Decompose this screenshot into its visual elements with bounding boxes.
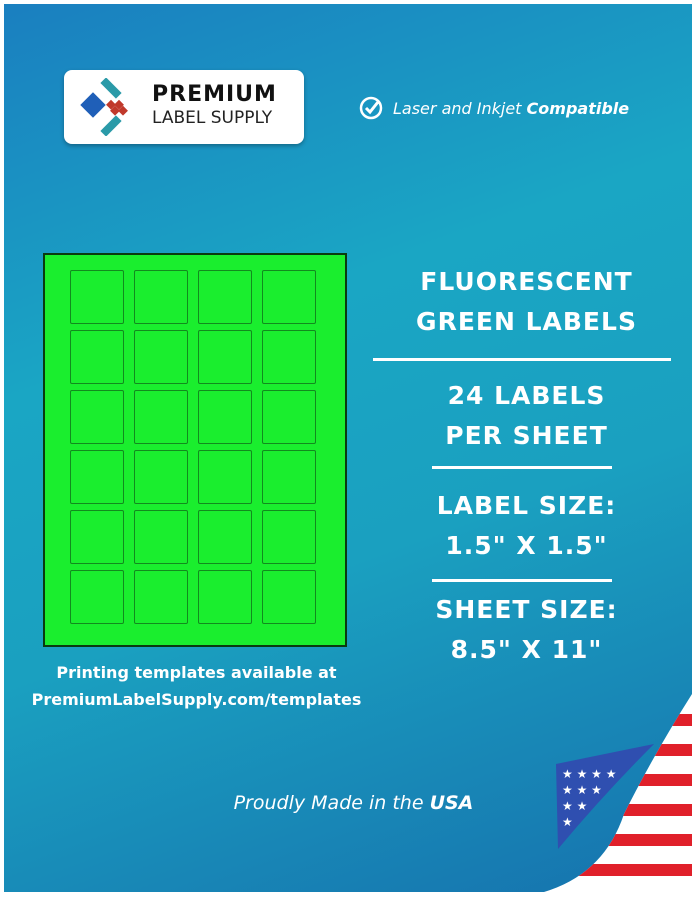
brand-name: PREMIUM <box>152 82 277 107</box>
usa-text: Proudly Made in the <box>233 792 430 814</box>
label-square <box>134 450 188 504</box>
label-square <box>198 570 252 624</box>
label-square <box>198 390 252 444</box>
label-square <box>198 270 252 324</box>
count-line1: 24 LABELS <box>447 381 606 410</box>
svg-text:★ ★: ★ ★ <box>562 799 587 813</box>
product-banner: PREMIUM LABEL SUPPLY Laser and Inkjet Co… <box>4 4 692 892</box>
label-square <box>134 270 188 324</box>
sheet-size-label: SHEET SIZE: <box>435 595 618 624</box>
logo-mark-icon <box>80 78 128 136</box>
label-square <box>262 270 316 324</box>
labels-per-sheet: 24 LABELS PER SHEET <box>374 376 679 456</box>
usa-bold: USA <box>429 792 474 814</box>
label-square <box>262 450 316 504</box>
label-size: LABEL SIZE: 1.5" X 1.5" <box>374 486 679 566</box>
label-square <box>70 570 124 624</box>
product-title: FLUORESCENT GREEN LABELS <box>374 262 679 342</box>
compat-bold: Compatible <box>526 98 630 118</box>
sheet-size-value: 8.5" X 11" <box>450 635 603 664</box>
divider <box>432 466 612 469</box>
label-size-label: LABEL SIZE: <box>436 491 617 520</box>
label-square <box>70 450 124 504</box>
label-square <box>262 570 316 624</box>
made-in-usa: Proudly Made in the USA <box>4 792 692 814</box>
sheet-size: SHEET SIZE: 8.5" X 11" <box>374 590 679 670</box>
label-square <box>134 330 188 384</box>
label-square <box>262 510 316 564</box>
brand-logo: PREMIUM LABEL SUPPLY <box>64 70 304 144</box>
templates-line1: Printing templates available at <box>56 663 337 682</box>
label-square <box>198 450 252 504</box>
label-square <box>198 510 252 564</box>
label-square <box>134 510 188 564</box>
label-square <box>70 330 124 384</box>
divider <box>432 579 612 582</box>
divider <box>373 358 671 361</box>
svg-text:★: ★ <box>562 815 573 829</box>
us-flag-icon: ★ ★ ★ ★ ★ ★ ★ ★ ★ ★ <box>544 694 692 892</box>
compatibility-note: Laser and Inkjet Compatible <box>359 96 629 120</box>
templates-link[interactable]: PremiumLabelSupply.com/templates <box>31 690 362 709</box>
label-size-value: 1.5" X 1.5" <box>445 531 608 560</box>
templates-note: Printing templates available at PremiumL… <box>4 659 389 713</box>
svg-text:★ ★ ★: ★ ★ ★ <box>562 783 602 797</box>
label-square <box>70 510 124 564</box>
check-circle-icon <box>359 96 383 120</box>
svg-text:★ ★ ★ ★: ★ ★ ★ ★ <box>562 767 616 781</box>
brand-subname: LABEL SUPPLY <box>152 108 273 128</box>
label-square <box>198 330 252 384</box>
compat-text: Laser and Inkjet <box>393 98 527 118</box>
label-square <box>134 390 188 444</box>
count-line2: PER SHEET <box>445 421 608 450</box>
label-square <box>70 270 124 324</box>
label-square <box>262 330 316 384</box>
title-line1: FLUORESCENT <box>420 267 633 296</box>
label-sheet <box>43 253 347 647</box>
label-square <box>134 570 188 624</box>
label-square <box>70 390 124 444</box>
title-line2: GREEN LABELS <box>416 307 637 336</box>
label-square <box>262 390 316 444</box>
